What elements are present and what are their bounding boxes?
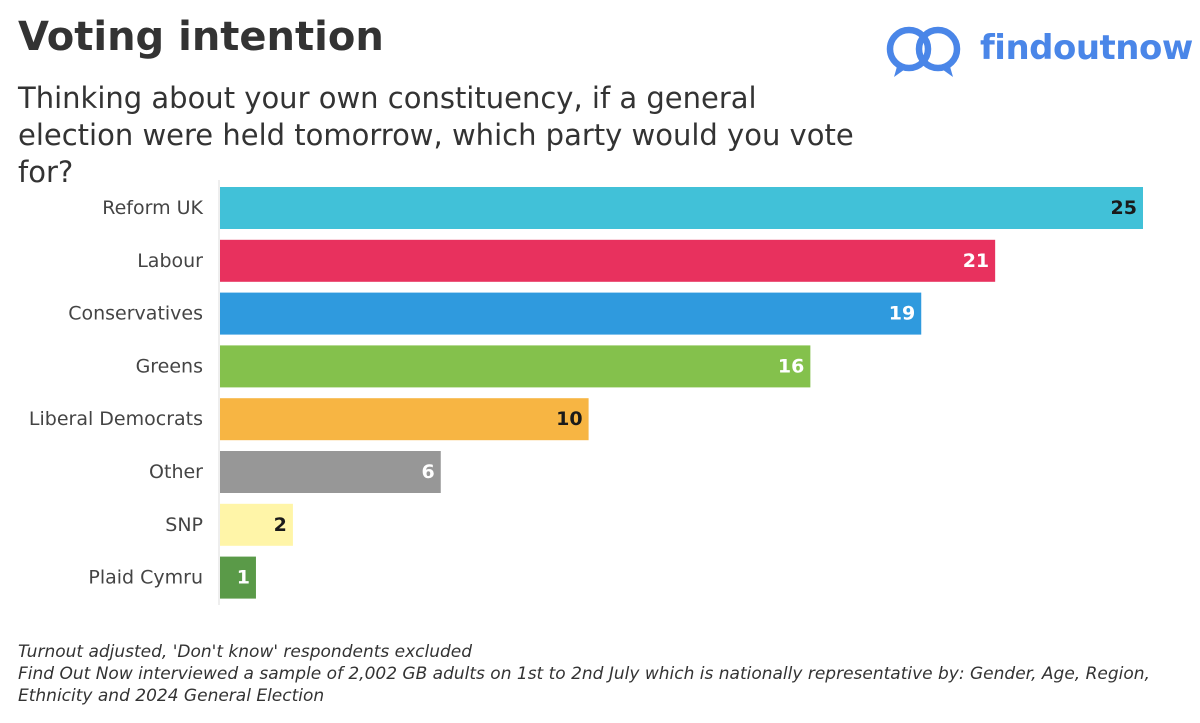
footnote-turnout: Turnout adjusted, 'Don't know' responden… [18,642,473,662]
category-label: SNP [165,514,203,536]
footnote-methodology: Find Out Now interviewed a sample of 2,0… [18,664,1150,706]
brand-logo: findoutnow [882,22,1193,84]
chart-title: Voting intention [18,14,384,60]
chart-subtitle: Thinking about your own constituency, if… [18,81,854,189]
category-label: Plaid Cymru [88,567,203,589]
bar [220,556,256,599]
data-label: 2 [274,514,287,536]
data-label: 10 [556,408,582,430]
bar [220,451,441,493]
data-label: 21 [963,250,989,272]
data-label: 25 [1111,197,1137,219]
data-label: 19 [889,303,915,325]
data-label: 16 [778,355,804,377]
two-speech-bubbles-logo-icon [886,26,961,77]
brand-name: findoutnow [980,28,1193,68]
bar [220,345,811,388]
category-label: Conservatives [68,303,203,325]
category-label: Labour [137,250,203,272]
bar [220,503,293,546]
bar [220,398,589,441]
bar [220,239,996,282]
category-label: Other [149,461,203,483]
data-label: 1 [237,567,250,589]
category-label: Reform UK [102,197,203,219]
footnote: Turnout adjusted, 'Don't know' responden… [18,641,1188,707]
category-label: Liberal Democrats [29,408,203,430]
data-label: 6 [422,461,435,483]
category-label: Greens [136,355,203,377]
bar [220,292,922,335]
bar [220,187,1143,229]
